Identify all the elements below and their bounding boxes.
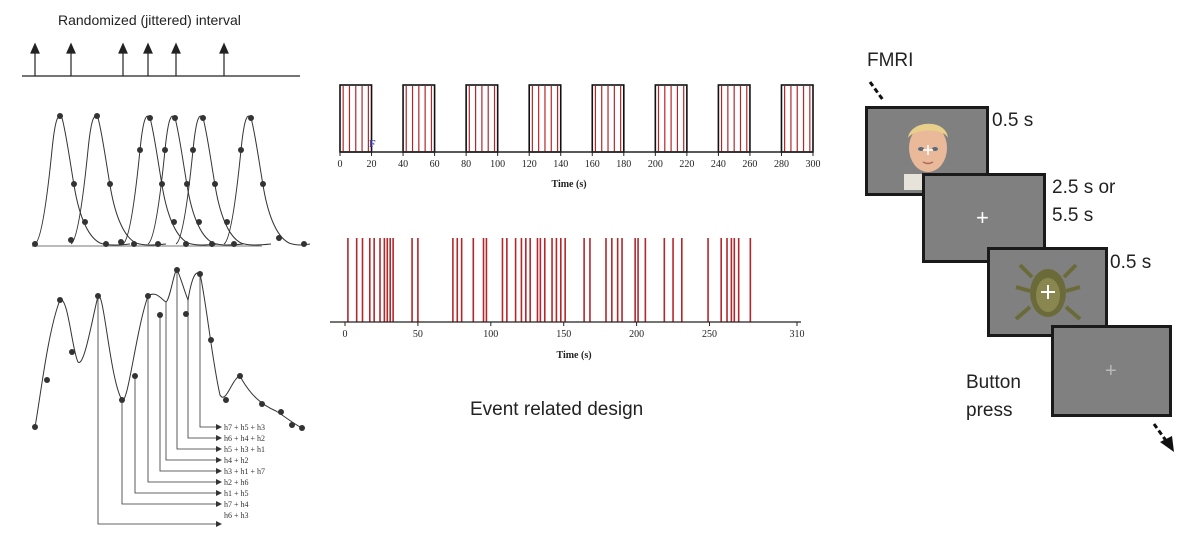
response-screen: + [1051, 325, 1172, 417]
block-tick-label: 220 [679, 159, 694, 170]
block-marker-f: F [369, 138, 376, 150]
event-tick-label: 100 [483, 329, 498, 340]
event-related-caption: Event related design [470, 399, 644, 420]
jitter-title: Randomized (jittered) interval [58, 12, 241, 28]
event-design-chart: 0 50 100 150 200 250 310 Time (s) [330, 238, 805, 361]
block-tick-label: 260 [742, 159, 757, 170]
block-tick-label: 140 [553, 159, 568, 170]
stimulus-arrow [171, 42, 181, 76]
block-tick-label: 40 [398, 159, 408, 170]
block-xlabel: Time (s) [551, 179, 586, 190]
sum-label: h3 + h1 + h7 [224, 467, 265, 476]
stimulus-arrow [143, 42, 153, 76]
stimulus-arrow [219, 42, 229, 76]
block-tick-label: 60 [430, 159, 440, 170]
event-tick-label: 150 [556, 329, 571, 340]
block-tick-label: 160 [585, 159, 600, 170]
event-tick-label: 310 [790, 329, 805, 340]
block-tick-label: 100 [490, 159, 505, 170]
block-tick-label: 240 [711, 159, 726, 170]
sum-label: h2 + h6 [224, 478, 249, 487]
duration-face: 0.5 s [992, 110, 1034, 131]
event-xlabel: Time (s) [556, 350, 591, 361]
response-cross-icon: + [1105, 360, 1117, 382]
block-tick-label: 280 [774, 159, 789, 170]
frog-image [1014, 263, 1082, 321]
sum-label: h6 + h3 [224, 511, 249, 520]
hrf-sample-points [32, 113, 307, 247]
block-design-chart: 0 20 40 60 80 100 120 140 160 180 200 220 240 260 280 3… [338, 84, 821, 190]
block-tick-label: 200 [648, 159, 663, 170]
stimulus-arrow [118, 42, 128, 76]
sum-label: h4 + h2 [224, 456, 249, 465]
sum-label: h5 + h3 + h1 [224, 445, 265, 454]
stimulus-screen-frog [987, 247, 1108, 337]
duration-fixation-line1: 2.5 s or [1052, 177, 1116, 198]
sum-label: h6 + h4 + h2 [224, 434, 265, 443]
event-tick-label: 250 [702, 329, 717, 340]
event-tick-label: 50 [413, 329, 423, 340]
button-press-line2: press [966, 400, 1013, 421]
fmri-label: FMRI [867, 50, 914, 71]
block-tick-label: 80 [461, 159, 471, 170]
timeline-end-arrow-icon [1152, 423, 1174, 452]
event-tick-label: 0 [343, 329, 348, 340]
stimulus-timeline [22, 42, 300, 77]
fixation-cross-icon: + [976, 205, 989, 230]
stimulus-arrow [30, 42, 40, 76]
jittered-hrf-diagram: h7 + h5 + h3 h6 + h4 + h2 h5 + h3 + h1 h… [22, 42, 311, 527]
sum-label: h1 + h5 [224, 489, 249, 498]
block-tick-label: 300 [806, 159, 821, 170]
button-press-line1: Button [966, 372, 1021, 393]
event-tick-label: 200 [629, 329, 644, 340]
stimulus-arrow [66, 42, 76, 76]
block-tick-label: 120 [522, 159, 537, 170]
timeline-start-dashes [868, 81, 885, 101]
sum-label: h7 + h4 [224, 500, 249, 509]
duration-fixation-line2: 5.5 s [1052, 205, 1094, 226]
summed-response: h7 + h5 + h3 h6 + h4 + h2 h5 + h3 + h1 h… [32, 267, 305, 527]
block-tick-label: 20 [367, 159, 377, 170]
button-press-label: Button press [966, 369, 1021, 425]
duration-frog: 0.5 s [1110, 252, 1152, 273]
block-tick-label: 0 [338, 159, 343, 170]
sum-label: h7 + h5 + h3 [224, 423, 265, 432]
block-tick-label: 180 [616, 159, 631, 170]
